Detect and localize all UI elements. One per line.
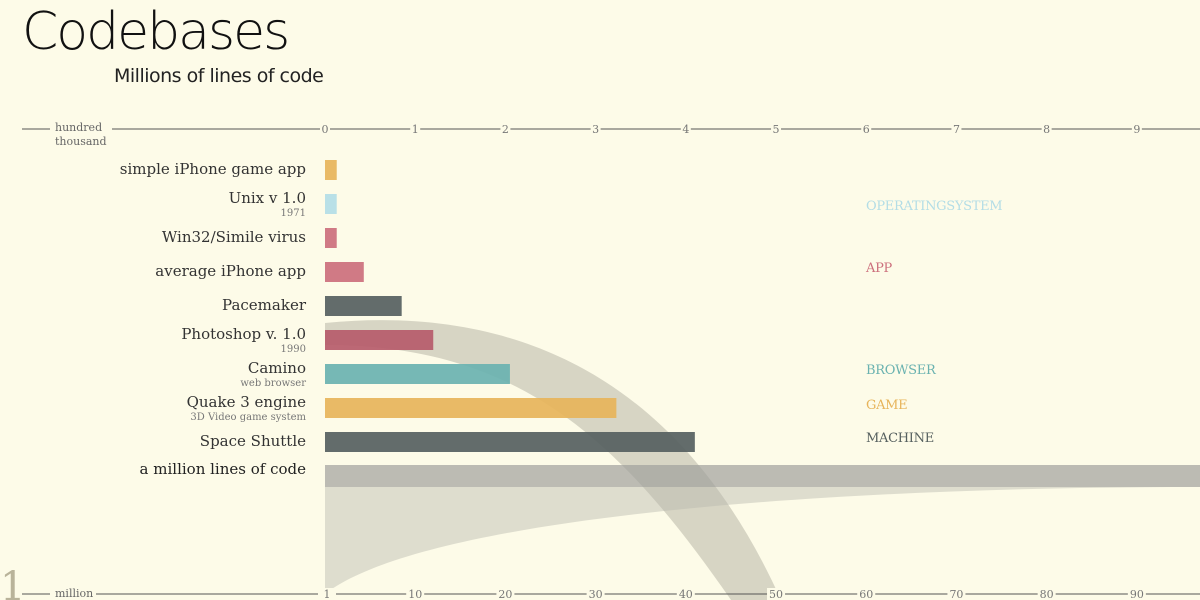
- bottom-axis-tick-bg: [586, 588, 605, 600]
- top-axis-tick-bg: [951, 124, 962, 134]
- bar-pacemaker: [325, 296, 402, 316]
- bar-label: Photoshop v. 1.0: [181, 325, 306, 343]
- bottom-axis-tick-label: 50: [769, 588, 783, 600]
- bar-label: Unix v 1.0: [229, 189, 306, 207]
- bottom-axis-tick-bg: [496, 588, 515, 600]
- bottom-axis-tick-label: 40: [679, 588, 693, 600]
- legend-entry: APP: [865, 261, 893, 276]
- bar-sublabel: web browser: [240, 378, 306, 389]
- bar-average-iphone-app: [325, 262, 364, 282]
- legend-entry: OPERATINGSYSTEM: [866, 199, 1002, 214]
- bottom-axis-tick-bg: [857, 588, 876, 600]
- chart-title: Codebases: [22, 2, 290, 62]
- bar-label: Pacemaker: [222, 296, 307, 314]
- top-axis-tick-bg: [1041, 124, 1052, 134]
- bar-sublabel: 1990: [281, 344, 306, 355]
- bottom-axis-tick-label: 1: [324, 588, 331, 600]
- top-axis-tick-label: 7: [953, 123, 960, 136]
- top-axis-tick-label: 6: [863, 123, 870, 136]
- top-axis-tick-bg: [680, 124, 691, 134]
- bottom-axis-tick-label: 60: [859, 588, 873, 600]
- legend-entry: MACHINE: [866, 431, 934, 446]
- bar-unix-v-1-0: [325, 194, 337, 214]
- bar-sublabel: 3D Video game system: [190, 412, 306, 423]
- top-axis-tick-bg: [410, 124, 421, 134]
- legend-entry: BROWSER: [866, 363, 937, 378]
- bottom-axis-tick-label: 30: [589, 588, 603, 600]
- top-axis-tick-bg: [771, 124, 782, 134]
- top-axis-unit-label-1: hundred: [55, 121, 102, 134]
- top-axis-tick-label: 3: [592, 123, 599, 136]
- bar-photoshop-v-1-0: [325, 330, 434, 350]
- bar-sublabel: 1971: [281, 208, 306, 219]
- million-bar: [325, 465, 1200, 487]
- bottom-axis-tick-bg: [318, 588, 336, 600]
- top-axis-tick-label: 0: [322, 123, 329, 136]
- top-axis-tick-bg: [590, 124, 601, 134]
- bar-label: average iPhone app: [155, 262, 306, 280]
- top-axis-tick-label: 2: [502, 123, 509, 136]
- bottom-axis-tick-label: 10: [408, 588, 422, 600]
- bottom-axis-tick-bg: [406, 588, 425, 600]
- bottom-axis-unit-label: million: [55, 587, 93, 600]
- bar-label: Win32/Simile virus: [162, 228, 306, 246]
- top-axis-tick-bg: [500, 124, 511, 134]
- bar-camino: [325, 364, 510, 384]
- top-axis-tick-label: 8: [1043, 123, 1050, 136]
- top-axis-unit-label-2: thousand: [55, 135, 107, 148]
- million-wedge: [325, 487, 1200, 594]
- top-axis-tick-label: 5: [773, 123, 780, 136]
- top-axis-tick-label: 4: [682, 123, 689, 136]
- bar-simple-iphone-game-app: [325, 160, 337, 180]
- bar-win32-simile-virus: [325, 228, 337, 248]
- bar-quake-3-engine: [325, 398, 617, 418]
- bar-space-shuttle: [325, 432, 695, 452]
- legend-entry: GAME: [866, 398, 907, 413]
- bottom-axis-tick-bg: [947, 588, 966, 600]
- bottom-axis-tick-label: 20: [498, 588, 512, 600]
- scale-connector-band: [325, 320, 782, 600]
- bar-label: Space Shuttle: [200, 432, 306, 450]
- bottom-axis-tick-bg: [1037, 588, 1056, 600]
- bottom-axis-tick-label: 90: [1130, 588, 1144, 600]
- top-axis-tick-bg: [320, 124, 330, 134]
- million-row-label: a million lines of code: [140, 460, 307, 478]
- bar-label: Camino: [248, 359, 306, 377]
- scale-marker-number: 1: [0, 564, 25, 600]
- bottom-axis-tick-label: 80: [1040, 588, 1054, 600]
- bottom-axis-tick-bg: [767, 588, 786, 600]
- top-axis-tick-label: 1: [412, 123, 419, 136]
- bottom-axis-tick-bg: [1127, 588, 1146, 600]
- bottom-axis-tick-label: 70: [949, 588, 963, 600]
- top-axis-tick-bg: [861, 124, 872, 134]
- chart-subtitle: Millions of lines of code: [114, 65, 324, 87]
- top-axis-tick-label: 9: [1133, 123, 1140, 136]
- bar-label: simple iPhone game app: [120, 160, 306, 178]
- bar-label: Quake 3 engine: [187, 393, 307, 411]
- top-axis-tick-bg: [1131, 124, 1142, 134]
- bottom-axis-tick-bg: [676, 588, 695, 600]
